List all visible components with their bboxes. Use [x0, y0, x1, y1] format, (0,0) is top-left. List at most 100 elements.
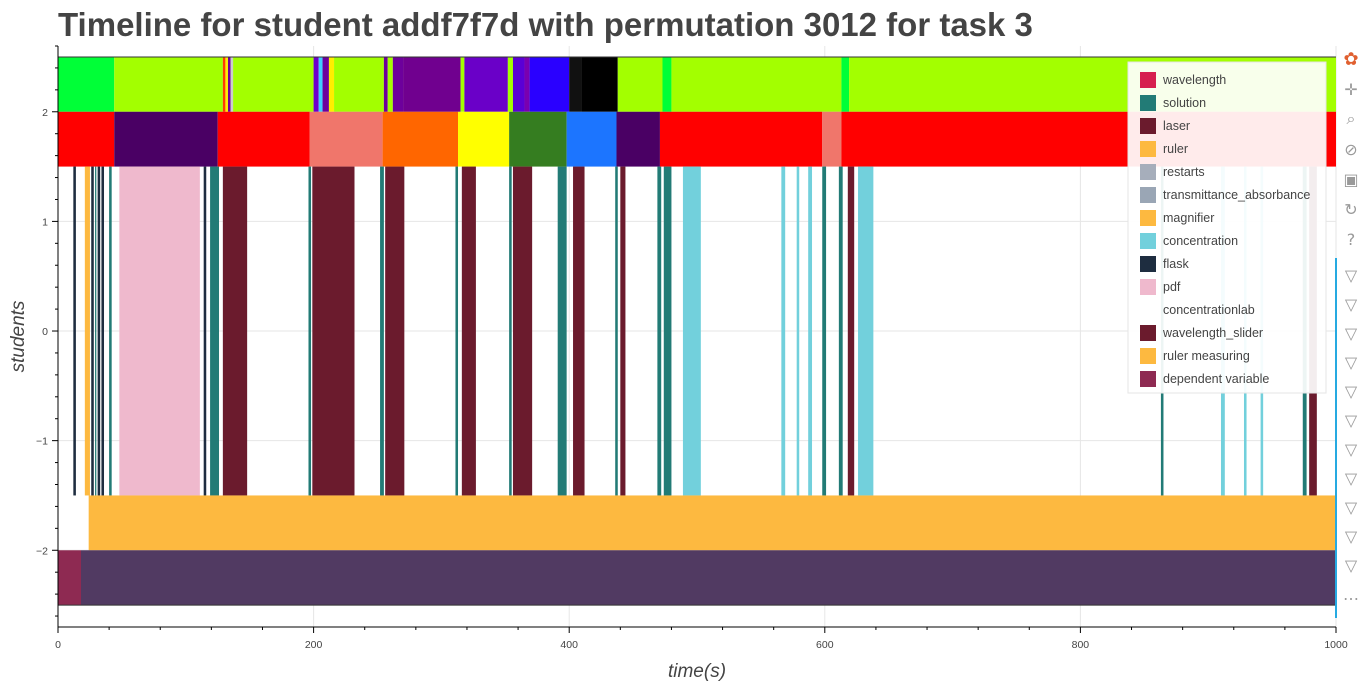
- x-axis-title: time(s): [668, 661, 726, 682]
- legend-label: ruler measuring: [1163, 349, 1250, 363]
- legend-label: concentration: [1163, 234, 1238, 248]
- timeline-segment: [581, 56, 618, 112]
- timeline-row-2: [73, 166, 1317, 496]
- reset-icon[interactable]: ↻: [1344, 199, 1358, 219]
- hover-icon[interactable]: ▽: [1344, 294, 1358, 314]
- timeline-segment: [318, 56, 323, 112]
- timeline-segment: [662, 56, 672, 112]
- y-tick-label: 0: [42, 326, 48, 338]
- timeline-row-4: [58, 550, 1336, 606]
- timeline-segment: [858, 166, 874, 496]
- hover-icon[interactable]: ▽: [1344, 439, 1358, 459]
- timeline-segment: [81, 550, 1336, 606]
- timeline-segment: [464, 56, 508, 112]
- timeline-segment: [114, 111, 218, 167]
- hover-icon[interactable]: ▽: [1344, 555, 1358, 575]
- toolbar-active-indicator: [1335, 258, 1337, 618]
- legend-swatch: [1140, 141, 1156, 157]
- timeline-segment: [91, 166, 94, 496]
- wheel-zoom-icon[interactable]: ⊘: [1344, 139, 1358, 159]
- legend: wavelength solution laser ruler restarts tran…: [1127, 61, 1327, 394]
- legend-label: flask: [1163, 257, 1189, 271]
- timeline-segment: [222, 166, 248, 496]
- timeline-segment: [615, 166, 618, 496]
- timeline-segment: [227, 56, 231, 112]
- hover-icon[interactable]: ▽: [1344, 352, 1358, 372]
- timeline-segment: [455, 166, 459, 496]
- bokeh-logo-icon[interactable]: ✿: [1343, 48, 1359, 70]
- hover-icon[interactable]: ▽: [1344, 526, 1358, 546]
- legend-label: pdf: [1163, 280, 1181, 294]
- timeline-segment: [210, 166, 220, 496]
- more-icon[interactable]: …: [1343, 584, 1359, 604]
- hover-icon[interactable]: ▽: [1344, 265, 1358, 285]
- timeline-segment: [322, 56, 329, 112]
- timeline-segment: [461, 166, 476, 496]
- legend-swatch: [1140, 371, 1156, 387]
- legend-swatch: [1140, 348, 1156, 364]
- hover-icon[interactable]: ▽: [1344, 323, 1358, 343]
- hover-icon[interactable]: ▽: [1344, 468, 1358, 488]
- timeline-segment: [222, 56, 226, 112]
- timeline-segment: [822, 111, 842, 167]
- timeline-segment: [383, 56, 388, 112]
- timeline-segment: [119, 166, 200, 496]
- timeline-segment: [566, 111, 617, 167]
- timeline-segment: [313, 56, 319, 112]
- legend-swatch: [1140, 187, 1156, 203]
- timeline-segment: [529, 56, 570, 112]
- legend-swatch: [1140, 325, 1156, 341]
- timeline-segment: [663, 166, 672, 496]
- timeline-segment: [509, 111, 567, 167]
- timeline-segment: [114, 56, 223, 112]
- legend-label: laser: [1163, 119, 1190, 133]
- y-tick-label: −1: [36, 436, 48, 448]
- chart-toolbar: ✿ ✛ ⌕ ⊘ ▣ ↻? ▽ ▽ ▽ ▽ ▽ ▽ ▽ ▽ ▽ ▽ ▽ …: [1338, 46, 1364, 683]
- timeline-segment: [838, 166, 843, 496]
- x-tick-label: 1000: [1324, 639, 1348, 651]
- hover-icon[interactable]: ▽: [1344, 497, 1358, 517]
- timeline-segment: [387, 56, 393, 112]
- legend-label: magnifier: [1163, 211, 1214, 225]
- legend-swatch: [1140, 118, 1156, 134]
- timeline-segment: [58, 56, 115, 112]
- timeline-segment: [458, 111, 510, 167]
- timeline-segment: [233, 56, 314, 112]
- timeline-segment: [217, 111, 310, 167]
- pan-icon[interactable]: ✛: [1344, 79, 1358, 99]
- timeline-segment: [230, 56, 234, 112]
- timeline-segment: [225, 56, 228, 112]
- legend-label: wavelength_slider: [1162, 326, 1263, 340]
- help-icon[interactable]: ?: [1346, 229, 1356, 249]
- legend-swatch: [1140, 256, 1156, 272]
- timeline-segment: [659, 111, 823, 167]
- y-tick-label: 2: [42, 107, 48, 119]
- legend-label: solution: [1163, 96, 1206, 110]
- timeline-segment: [382, 111, 459, 167]
- timeline-segment: [573, 166, 585, 496]
- timeline-segment: [403, 56, 461, 112]
- timeline-segment: [308, 166, 312, 496]
- timeline-segment: [512, 166, 533, 496]
- timeline-segment: [620, 166, 626, 496]
- box-zoom-icon[interactable]: ⌕: [1346, 109, 1356, 128]
- x-tick-label: 200: [305, 639, 323, 651]
- timeline-segment: [569, 56, 582, 112]
- hover-icon[interactable]: ▽: [1344, 410, 1358, 430]
- timeline-segment: [509, 166, 512, 496]
- timeline-segment: [524, 56, 530, 112]
- save-icon[interactable]: ▣: [1343, 169, 1359, 189]
- hover-icon[interactable]: ▽: [1344, 381, 1358, 401]
- y-tick-label: 1: [42, 216, 48, 228]
- timeline-segment: [334, 56, 384, 112]
- timeline-segment: [84, 166, 90, 496]
- chart-title: Timeline for student addf7f7d with permu…: [58, 6, 1033, 43]
- timeline-segment: [616, 111, 660, 167]
- timeline-segment: [392, 56, 404, 112]
- timeline-segment: [97, 166, 101, 496]
- timeline-segment: [617, 56, 663, 112]
- legend-swatch: [1140, 164, 1156, 180]
- legend-swatch: [1140, 95, 1156, 111]
- legend-label: ruler: [1163, 142, 1188, 156]
